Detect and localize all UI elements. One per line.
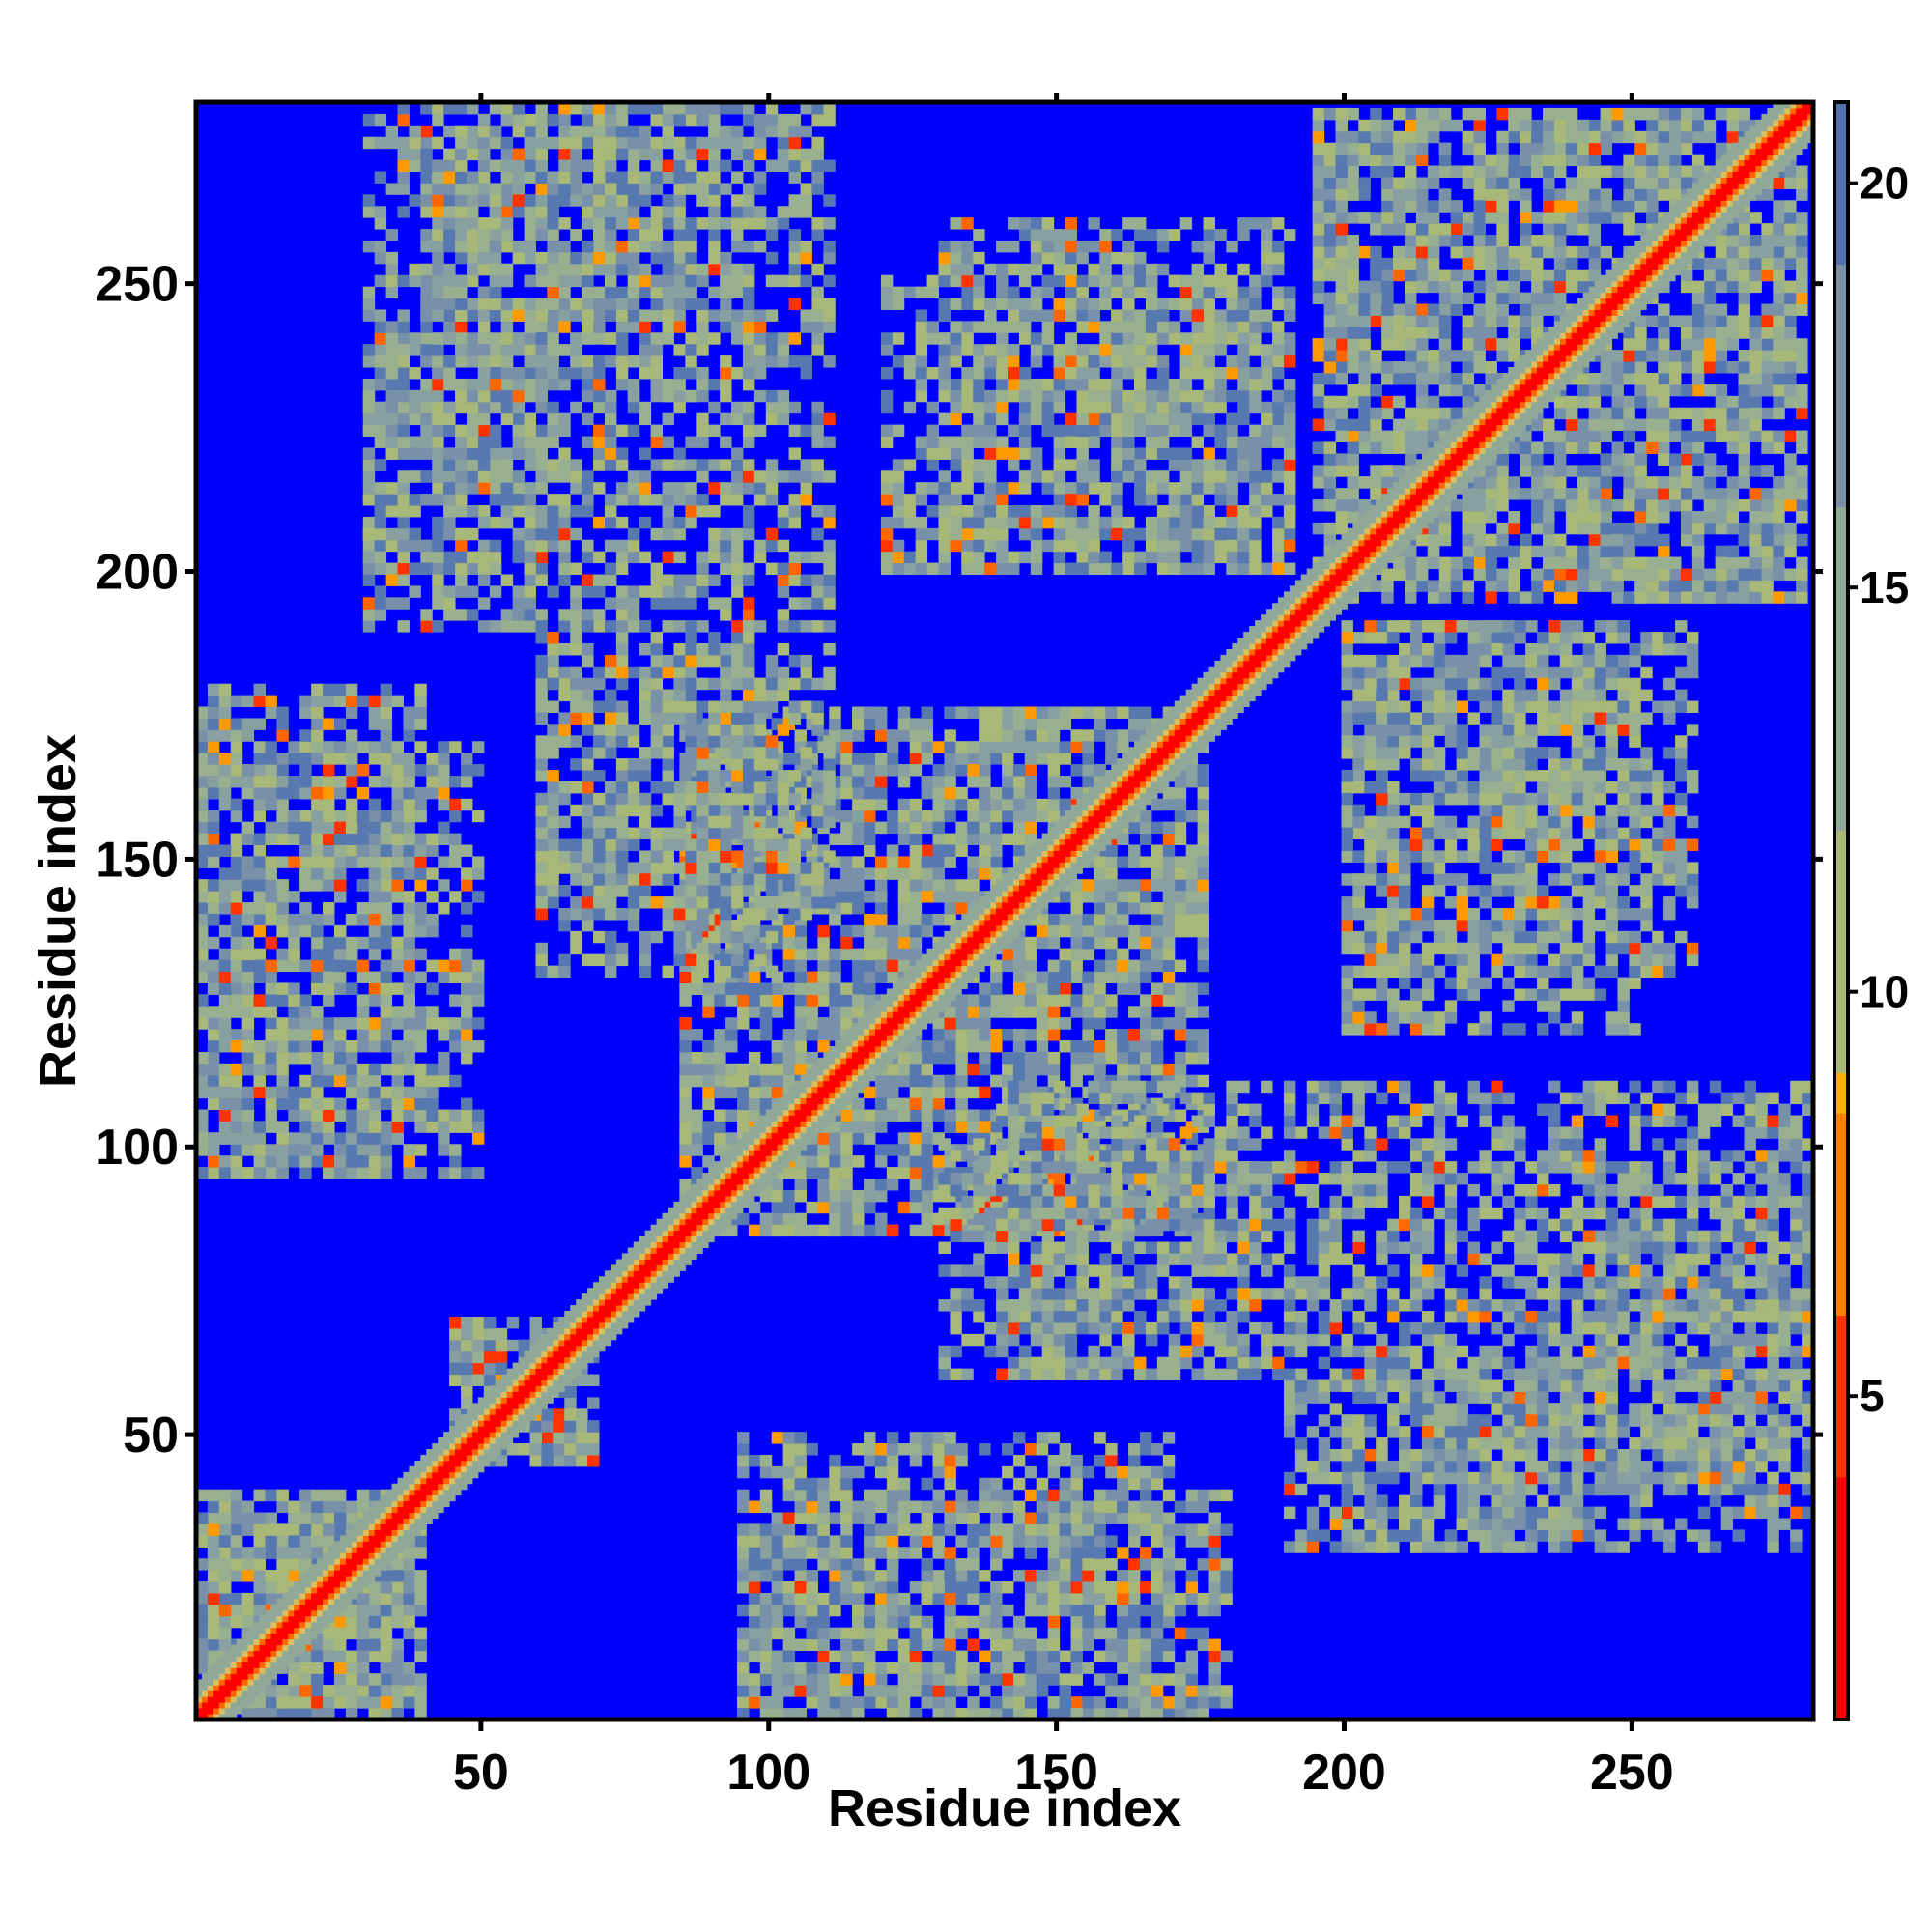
colorbar-segment [1834, 1113, 1848, 1316]
y-tick-label: 250 [95, 257, 179, 313]
y-tick-label: 100 [95, 1120, 179, 1176]
x-axis-ticks: 50 100 150 200 250 [453, 93, 1674, 1801]
x-tick-label: 250 [1590, 1745, 1674, 1801]
colorbar-segment [1834, 264, 1848, 507]
y-axis-ticks: 50 100 150 200 250 [95, 257, 1823, 1463]
colorbar-frame [1833, 100, 1850, 1721]
x-tick-label: 50 [453, 1745, 509, 1801]
x-tick-label: 100 [726, 1745, 810, 1801]
colorbar-tick-label: 15 [1860, 562, 1909, 612]
colorbar-segment [1834, 102, 1848, 265]
colorbar-segment [1834, 830, 1848, 1073]
colorbar-tick-label: 10 [1860, 967, 1909, 1017]
colorbar-tick-label: 5 [1860, 1371, 1885, 1421]
x-axis-title: Residue index [828, 1779, 1181, 1837]
y-axis-title: Residue index [29, 734, 87, 1088]
x-tick-label: 150 [1014, 1745, 1098, 1801]
colorbar-segment [1834, 1072, 1848, 1114]
y-tick-label: 200 [95, 545, 179, 601]
x-tick-label: 200 [1302, 1745, 1386, 1801]
contact-region [362, 102, 1813, 1553]
colorbar-segment [1834, 1476, 1848, 1720]
colorbar-tick-label: 20 [1860, 158, 1909, 209]
diagonal-band [196, 102, 1813, 1719]
y-tick-label: 50 [123, 1407, 179, 1463]
contact-region [535, 620, 1296, 1381]
contact-region [196, 741, 1176, 1719]
contact-region [938, 217, 1699, 979]
colorbar-segment [1834, 1315, 1848, 1478]
colorbar-segment [1834, 506, 1848, 831]
heatmap-cells [196, 102, 1813, 1719]
colorbar: 5 10 15 20 [1833, 100, 1909, 1721]
plot-frame [193, 99, 1816, 1722]
y-tick-label: 150 [95, 832, 179, 888]
